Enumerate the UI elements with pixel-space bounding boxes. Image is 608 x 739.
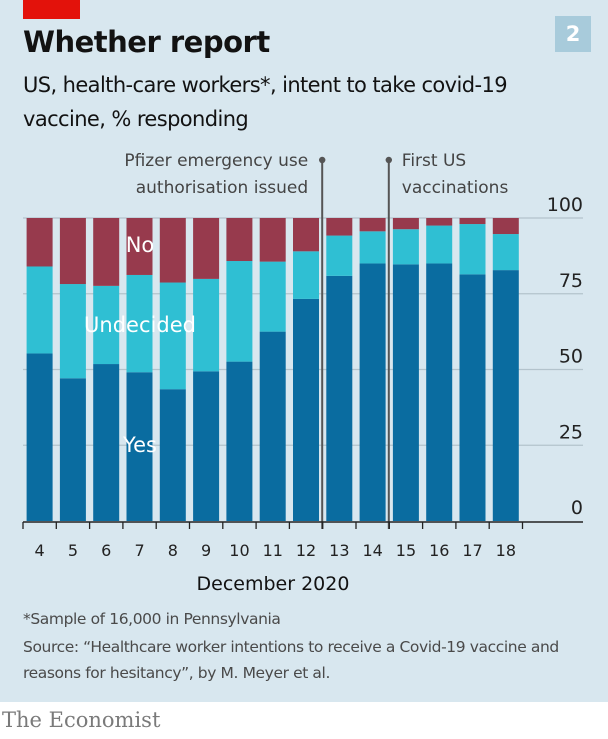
annotation-text: Pfizer emergency use (124, 151, 308, 171)
y-tick-label: 25 (559, 421, 583, 443)
bar-segment-undecided (326, 235, 353, 276)
bar-segment-yes (492, 270, 519, 521)
bar-segment-no (126, 218, 153, 275)
chart-subtitle: US, health-care workers*, intent to take… (23, 73, 508, 131)
bar-segment-yes (359, 263, 386, 521)
x-tick-label: 8 (168, 541, 178, 560)
bar-segment-undecided (93, 285, 120, 365)
bar-segment-no (293, 218, 319, 252)
x-axis-label: December 2020 (197, 573, 350, 595)
x-tick-label: 14 (362, 541, 382, 560)
bar-segment-no (326, 218, 353, 236)
series-labels: No Undecided Yes (84, 233, 196, 457)
y-tick-label: 0 (571, 497, 583, 519)
x-tick-label: 15 (396, 541, 416, 560)
annotation-text: vaccinations (402, 178, 509, 198)
x-tick-label: 17 (462, 541, 482, 560)
bar-segment-yes (426, 263, 453, 521)
x-tick-label: 18 (496, 541, 516, 560)
chart-number-badge: 2 (555, 16, 591, 52)
bar-segment-yes (159, 389, 186, 521)
bar-segment-undecided (459, 224, 486, 275)
annotation-text: First US (402, 151, 466, 171)
chart-panel: Whether report 2 US, health-care workers… (0, 0, 608, 702)
bar-segment-yes (193, 371, 220, 521)
bar-segment-undecided (259, 261, 286, 332)
y-tick-label: 100 (547, 194, 583, 216)
bar-segment-no (492, 218, 519, 235)
bar-segment-yes (259, 331, 286, 521)
y-tick-label: 50 (559, 346, 583, 368)
bar-segment-yes (459, 274, 486, 521)
y-tick-label: 75 (559, 270, 583, 292)
bar-segment-yes (326, 275, 353, 521)
bar-segment-no (93, 218, 120, 286)
x-tick-label: 6 (101, 541, 111, 560)
footnote: *Sample of 16,000 in Pennsylvania (23, 610, 281, 628)
annotation-text: authorisation issued (136, 178, 308, 198)
bar-segment-no (159, 218, 186, 283)
bar-segment-no (59, 218, 86, 285)
bar-segment-undecided (359, 231, 386, 264)
brand-wordmark: The Economist (2, 708, 161, 732)
annotations: Pfizer emergency use authorisation issued… (124, 151, 508, 529)
bar-segment-no (26, 218, 53, 267)
bar-segment-undecided (126, 274, 153, 373)
brand-red-tag (23, 0, 80, 19)
bar-segment-undecided (392, 229, 419, 265)
x-tick-label: 9 (201, 541, 211, 560)
bar-segment-yes (59, 378, 86, 521)
x-tick-label: 11 (263, 541, 283, 560)
bar-segment-yes (93, 364, 120, 521)
annotation-dot (385, 156, 392, 164)
x-tick-label: 5 (68, 541, 78, 560)
bar-segment-yes (126, 372, 153, 521)
bars (26, 218, 519, 521)
x-tick-label: 7 (134, 541, 144, 560)
bar-segment-yes (226, 361, 253, 521)
label-no: No (126, 233, 155, 257)
bar-segment-yes (26, 353, 53, 521)
annotation-dot (319, 156, 326, 164)
bar-segment-undecided (193, 278, 220, 372)
label-undecided: Undecided (84, 313, 196, 337)
stacked-bar-chart: Pfizer emergency use authorisation issued… (22, 151, 583, 595)
bar-segment-undecided (26, 266, 53, 354)
axes: 0 25 50 75 100 4 5 6 7 8 9 10 11 12 13 14 15 16 17 18 Decemb… (22, 194, 583, 595)
bar-segment-undecided (492, 234, 519, 271)
x-tick-label: 12 (296, 541, 316, 560)
bar-segment-undecided (59, 284, 86, 379)
x-tick-label: 13 (329, 541, 349, 560)
bar-segment-no (226, 218, 253, 262)
x-tick-label: 10 (229, 541, 249, 560)
bar-segment-no (392, 218, 419, 230)
chart-title: Whether report (23, 25, 270, 59)
bar-segment-undecided (159, 282, 186, 390)
bar-segment-undecided (226, 261, 253, 362)
bar-segment-no (359, 218, 386, 232)
bar-segment-no (426, 218, 453, 226)
bar-segment-undecided (426, 225, 453, 264)
x-tick-label: 16 (429, 541, 449, 560)
source-note: Source: “Healthcare worker intentions to… (23, 638, 559, 682)
bar-segment-no (193, 218, 220, 279)
bar-segment-no (259, 218, 286, 262)
x-tick-label: 4 (35, 541, 45, 560)
bar-segment-no (459, 218, 486, 225)
bar-segment-undecided (293, 251, 319, 299)
bar-segment-yes (293, 298, 319, 521)
bar-segment-yes (392, 264, 419, 521)
label-yes: Yes (122, 433, 157, 457)
